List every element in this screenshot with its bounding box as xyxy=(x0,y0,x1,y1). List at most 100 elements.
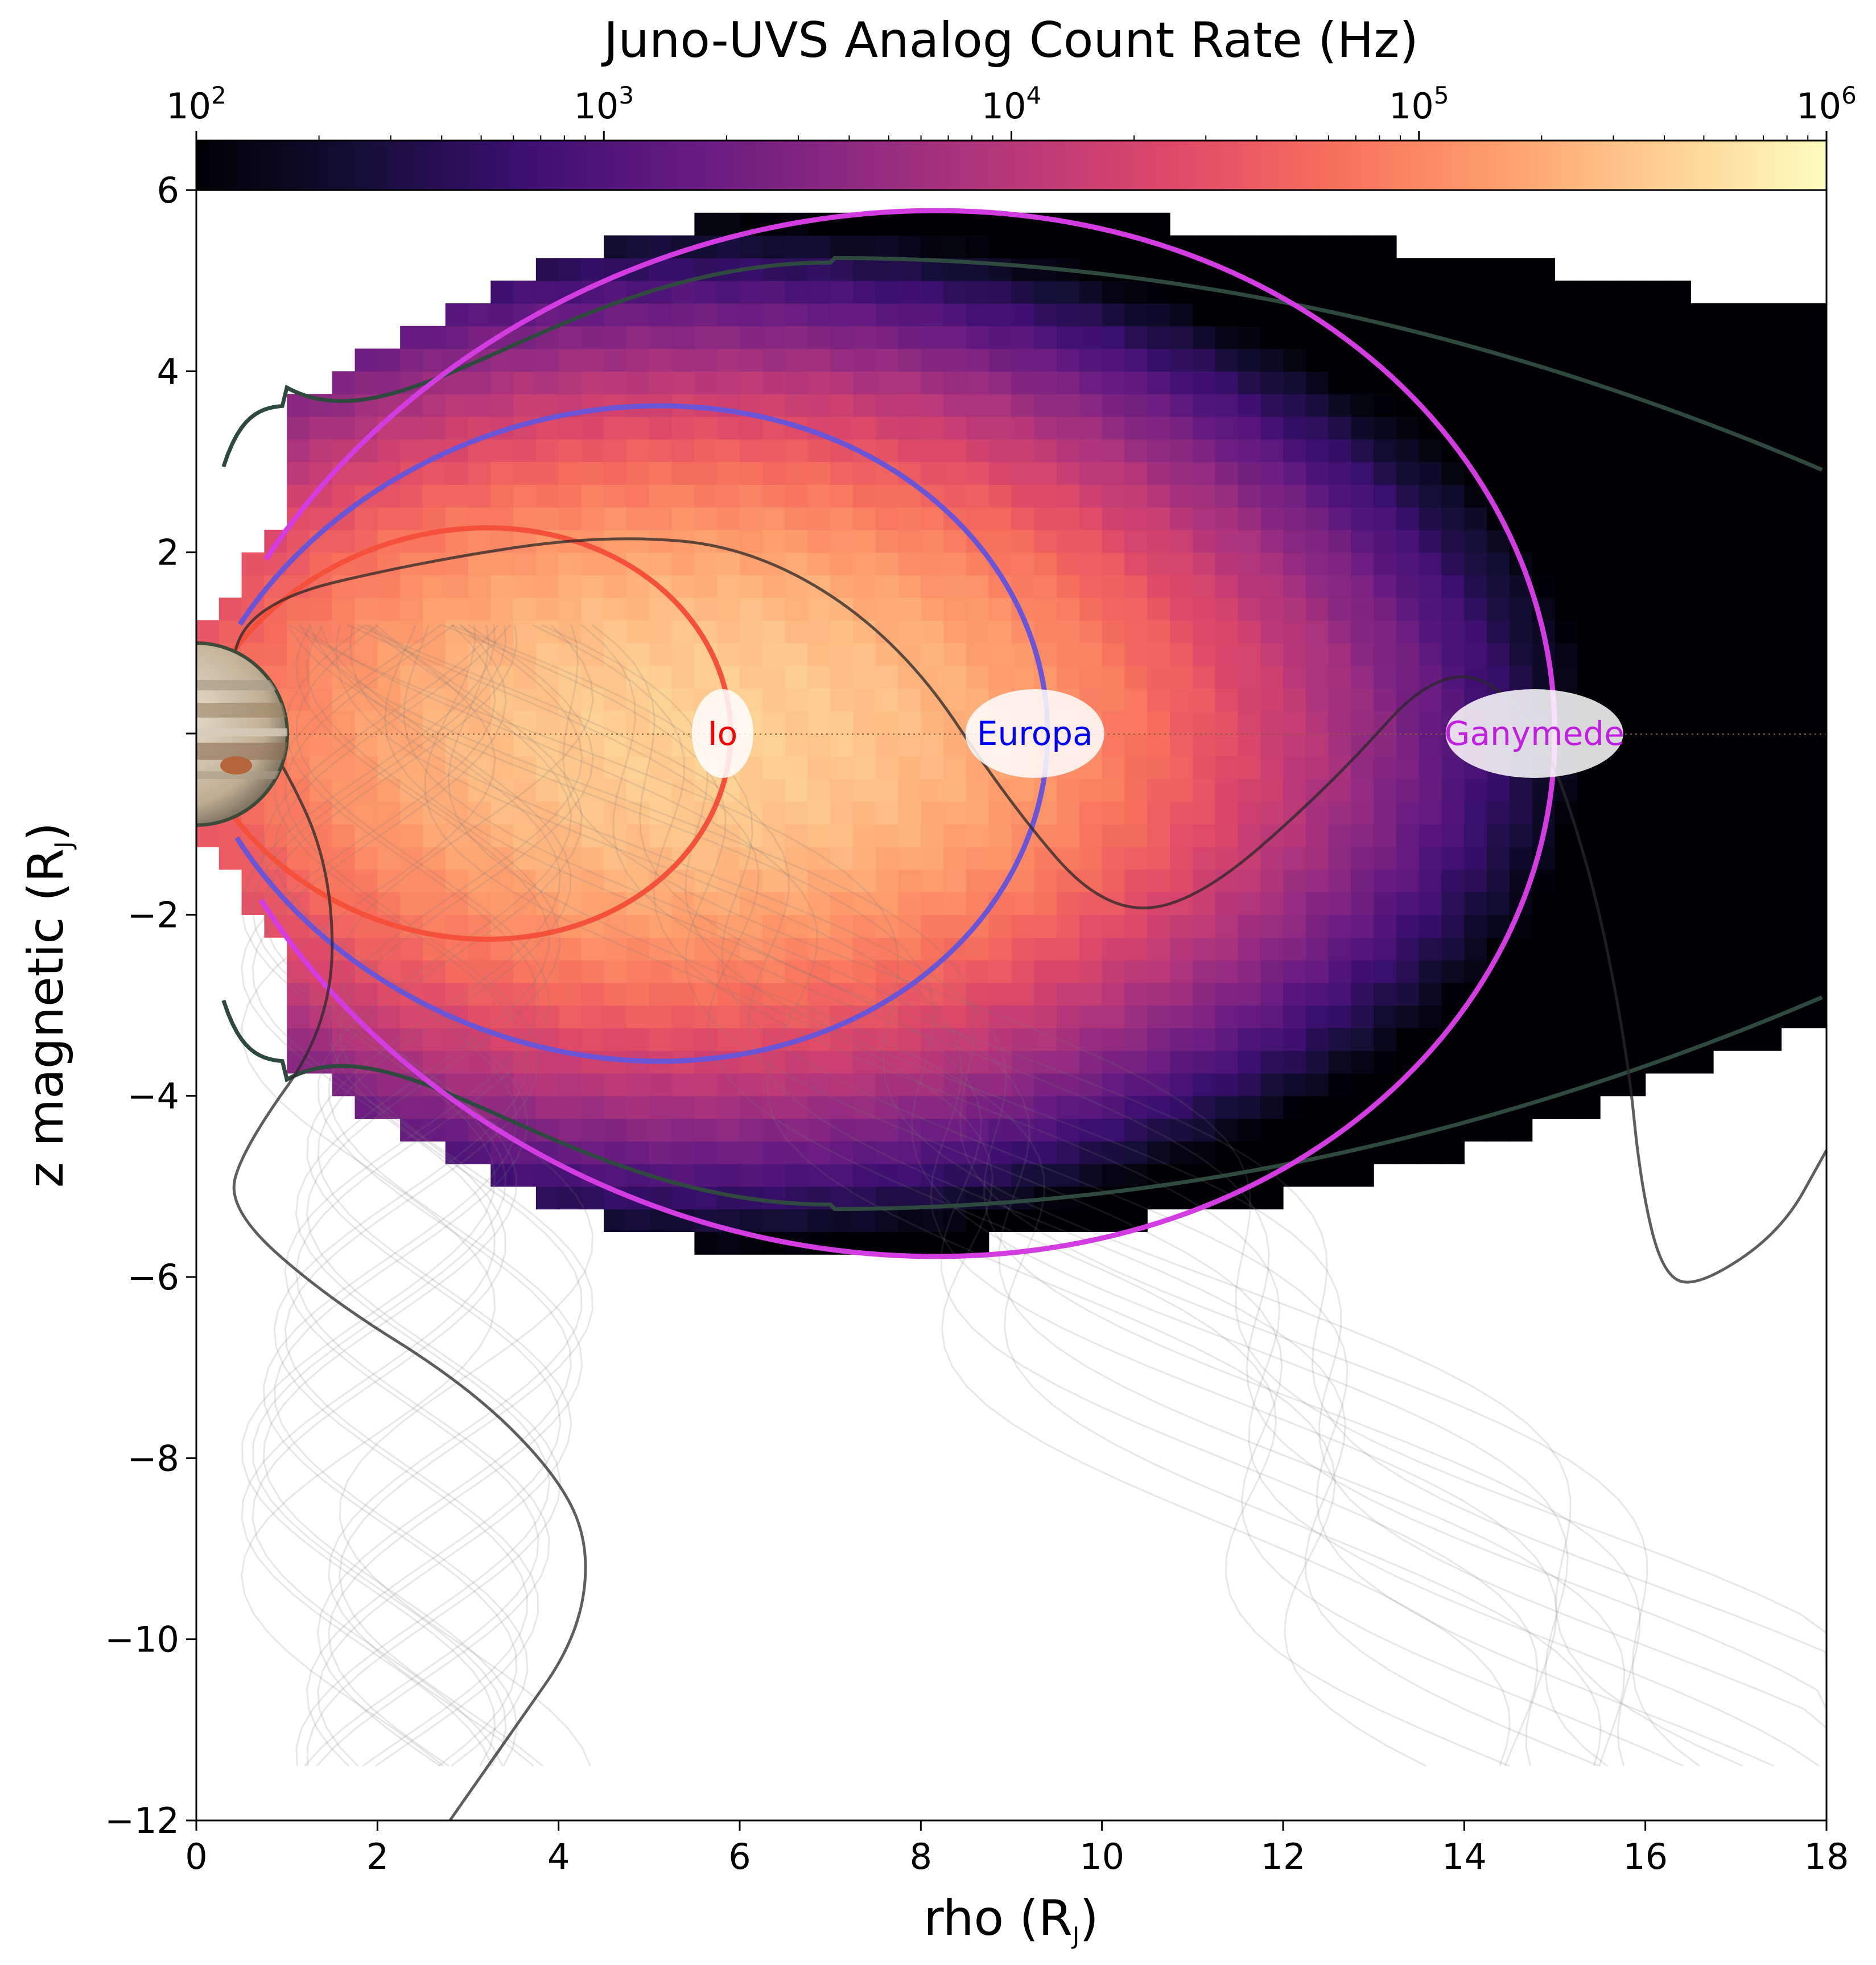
x-tick-label: 6 xyxy=(728,1836,751,1877)
heatmap-cell xyxy=(1215,711,1239,734)
heatmap-cell xyxy=(649,982,673,1006)
heatmap-cell xyxy=(1102,642,1125,666)
heatmap-cell xyxy=(1079,507,1103,530)
heatmap-cell xyxy=(581,778,604,802)
heatmap-cell xyxy=(762,1164,786,1187)
heatmap-cell xyxy=(943,1095,967,1119)
heatmap-cell xyxy=(1464,869,1487,893)
heatmap-cell xyxy=(966,1209,989,1233)
heatmap-cell xyxy=(762,484,786,508)
heatmap-cell xyxy=(966,1005,989,1028)
heatmap-cell xyxy=(762,1118,786,1142)
heatmap-cell xyxy=(1758,801,1782,825)
heatmap-cell xyxy=(1441,258,1465,281)
heatmap-cell xyxy=(875,846,899,870)
heatmap-cell xyxy=(1645,824,1669,847)
heatmap-cell xyxy=(332,371,356,394)
heatmap-cell xyxy=(490,688,514,711)
heatmap-cell xyxy=(287,462,310,485)
heatmap-cell xyxy=(1011,1141,1034,1164)
heatmap-cell xyxy=(1396,665,1420,689)
heatmap-cell xyxy=(558,507,582,530)
heatmap-cell xyxy=(1124,303,1148,327)
heatmap-cell xyxy=(1147,801,1170,825)
heatmap-cell xyxy=(1441,575,1465,598)
heatmap-cell xyxy=(988,281,1012,304)
heatmap-cell xyxy=(1147,1051,1170,1074)
heatmap-cell xyxy=(1804,756,1826,780)
heatmap-cell xyxy=(309,778,333,802)
heatmap-cell xyxy=(852,235,876,258)
heatmap-cell xyxy=(1645,371,1669,394)
heatmap-cell xyxy=(898,507,921,530)
heatmap-cell xyxy=(1781,734,1804,757)
heatmap-cell xyxy=(1305,711,1329,734)
heatmap-cell xyxy=(671,959,695,983)
heatmap-cell xyxy=(1147,1028,1170,1051)
heatmap-cell xyxy=(1215,959,1239,983)
heatmap-cell xyxy=(1735,892,1759,915)
heatmap-cell xyxy=(852,484,876,508)
heatmap-cell xyxy=(377,711,401,734)
heatmap-cell xyxy=(1374,982,1397,1006)
heatmap-cell xyxy=(830,824,854,847)
heatmap-cell xyxy=(1441,281,1465,304)
heatmap-cell xyxy=(1215,937,1239,961)
heatmap-cell xyxy=(1283,326,1306,349)
heatmap-cell xyxy=(490,892,514,915)
heatmap-cell xyxy=(1713,575,1737,598)
heatmap-cell xyxy=(740,824,763,847)
heatmap-cell xyxy=(1645,801,1669,825)
heatmap-cell xyxy=(1351,552,1374,576)
heatmap-cell xyxy=(1170,846,1193,870)
heatmap-cell xyxy=(400,1028,423,1051)
heatmap-cell xyxy=(1735,665,1759,689)
heatmap-cell xyxy=(943,1118,967,1142)
heatmap-cell xyxy=(581,258,604,281)
heatmap-cell xyxy=(1057,484,1080,508)
heatmap-cell xyxy=(1487,642,1510,666)
heatmap-cell xyxy=(1283,642,1306,666)
heatmap-cell xyxy=(1577,1028,1601,1051)
faint-trajectory xyxy=(562,624,1826,1766)
heatmap-cell xyxy=(535,371,559,394)
heatmap-cell xyxy=(830,1051,854,1074)
heatmap-cell xyxy=(468,801,491,825)
heatmap-cell xyxy=(1396,824,1420,847)
heatmap-cell xyxy=(807,394,831,417)
heatmap-cell xyxy=(1034,371,1057,394)
heatmap-cell xyxy=(241,552,265,576)
heatmap-cell xyxy=(875,303,899,327)
heatmap-cell xyxy=(807,1051,831,1074)
heatmap-cell xyxy=(649,620,673,644)
heatmap-cell xyxy=(1600,892,1623,915)
heatmap-cell xyxy=(1328,1164,1351,1187)
heatmap-cell xyxy=(1758,1028,1782,1051)
heatmap-cell xyxy=(354,801,378,825)
heatmap-cell xyxy=(807,303,831,327)
heatmap-cell xyxy=(354,778,378,802)
heatmap-cell xyxy=(1532,326,1556,349)
heatmap-cell xyxy=(1532,914,1556,938)
heatmap-cell xyxy=(1079,371,1103,394)
heatmap-cell xyxy=(807,869,831,893)
heatmap-cell xyxy=(671,1118,695,1142)
heatmap-cell xyxy=(626,1209,650,1233)
heatmap-cell xyxy=(1781,688,1804,711)
heatmap-cell xyxy=(1260,1141,1284,1164)
heatmap-cell xyxy=(1147,348,1170,372)
heatmap-cell xyxy=(1577,982,1601,1006)
heatmap-cell xyxy=(671,914,695,938)
heatmap-cell xyxy=(1691,734,1714,757)
heatmap-cell xyxy=(1283,598,1306,621)
heatmap-cell xyxy=(921,642,944,666)
heatmap-cell xyxy=(581,734,604,757)
heatmap-cell xyxy=(1577,937,1601,961)
heatmap-cell xyxy=(740,1073,763,1097)
heatmap-cell xyxy=(1124,1073,1148,1097)
heatmap-cell xyxy=(852,824,876,847)
heatmap-cell xyxy=(943,371,967,394)
heatmap-cell xyxy=(852,1209,876,1233)
heatmap-cell xyxy=(1034,303,1057,327)
heatmap-cell xyxy=(1034,1028,1057,1051)
